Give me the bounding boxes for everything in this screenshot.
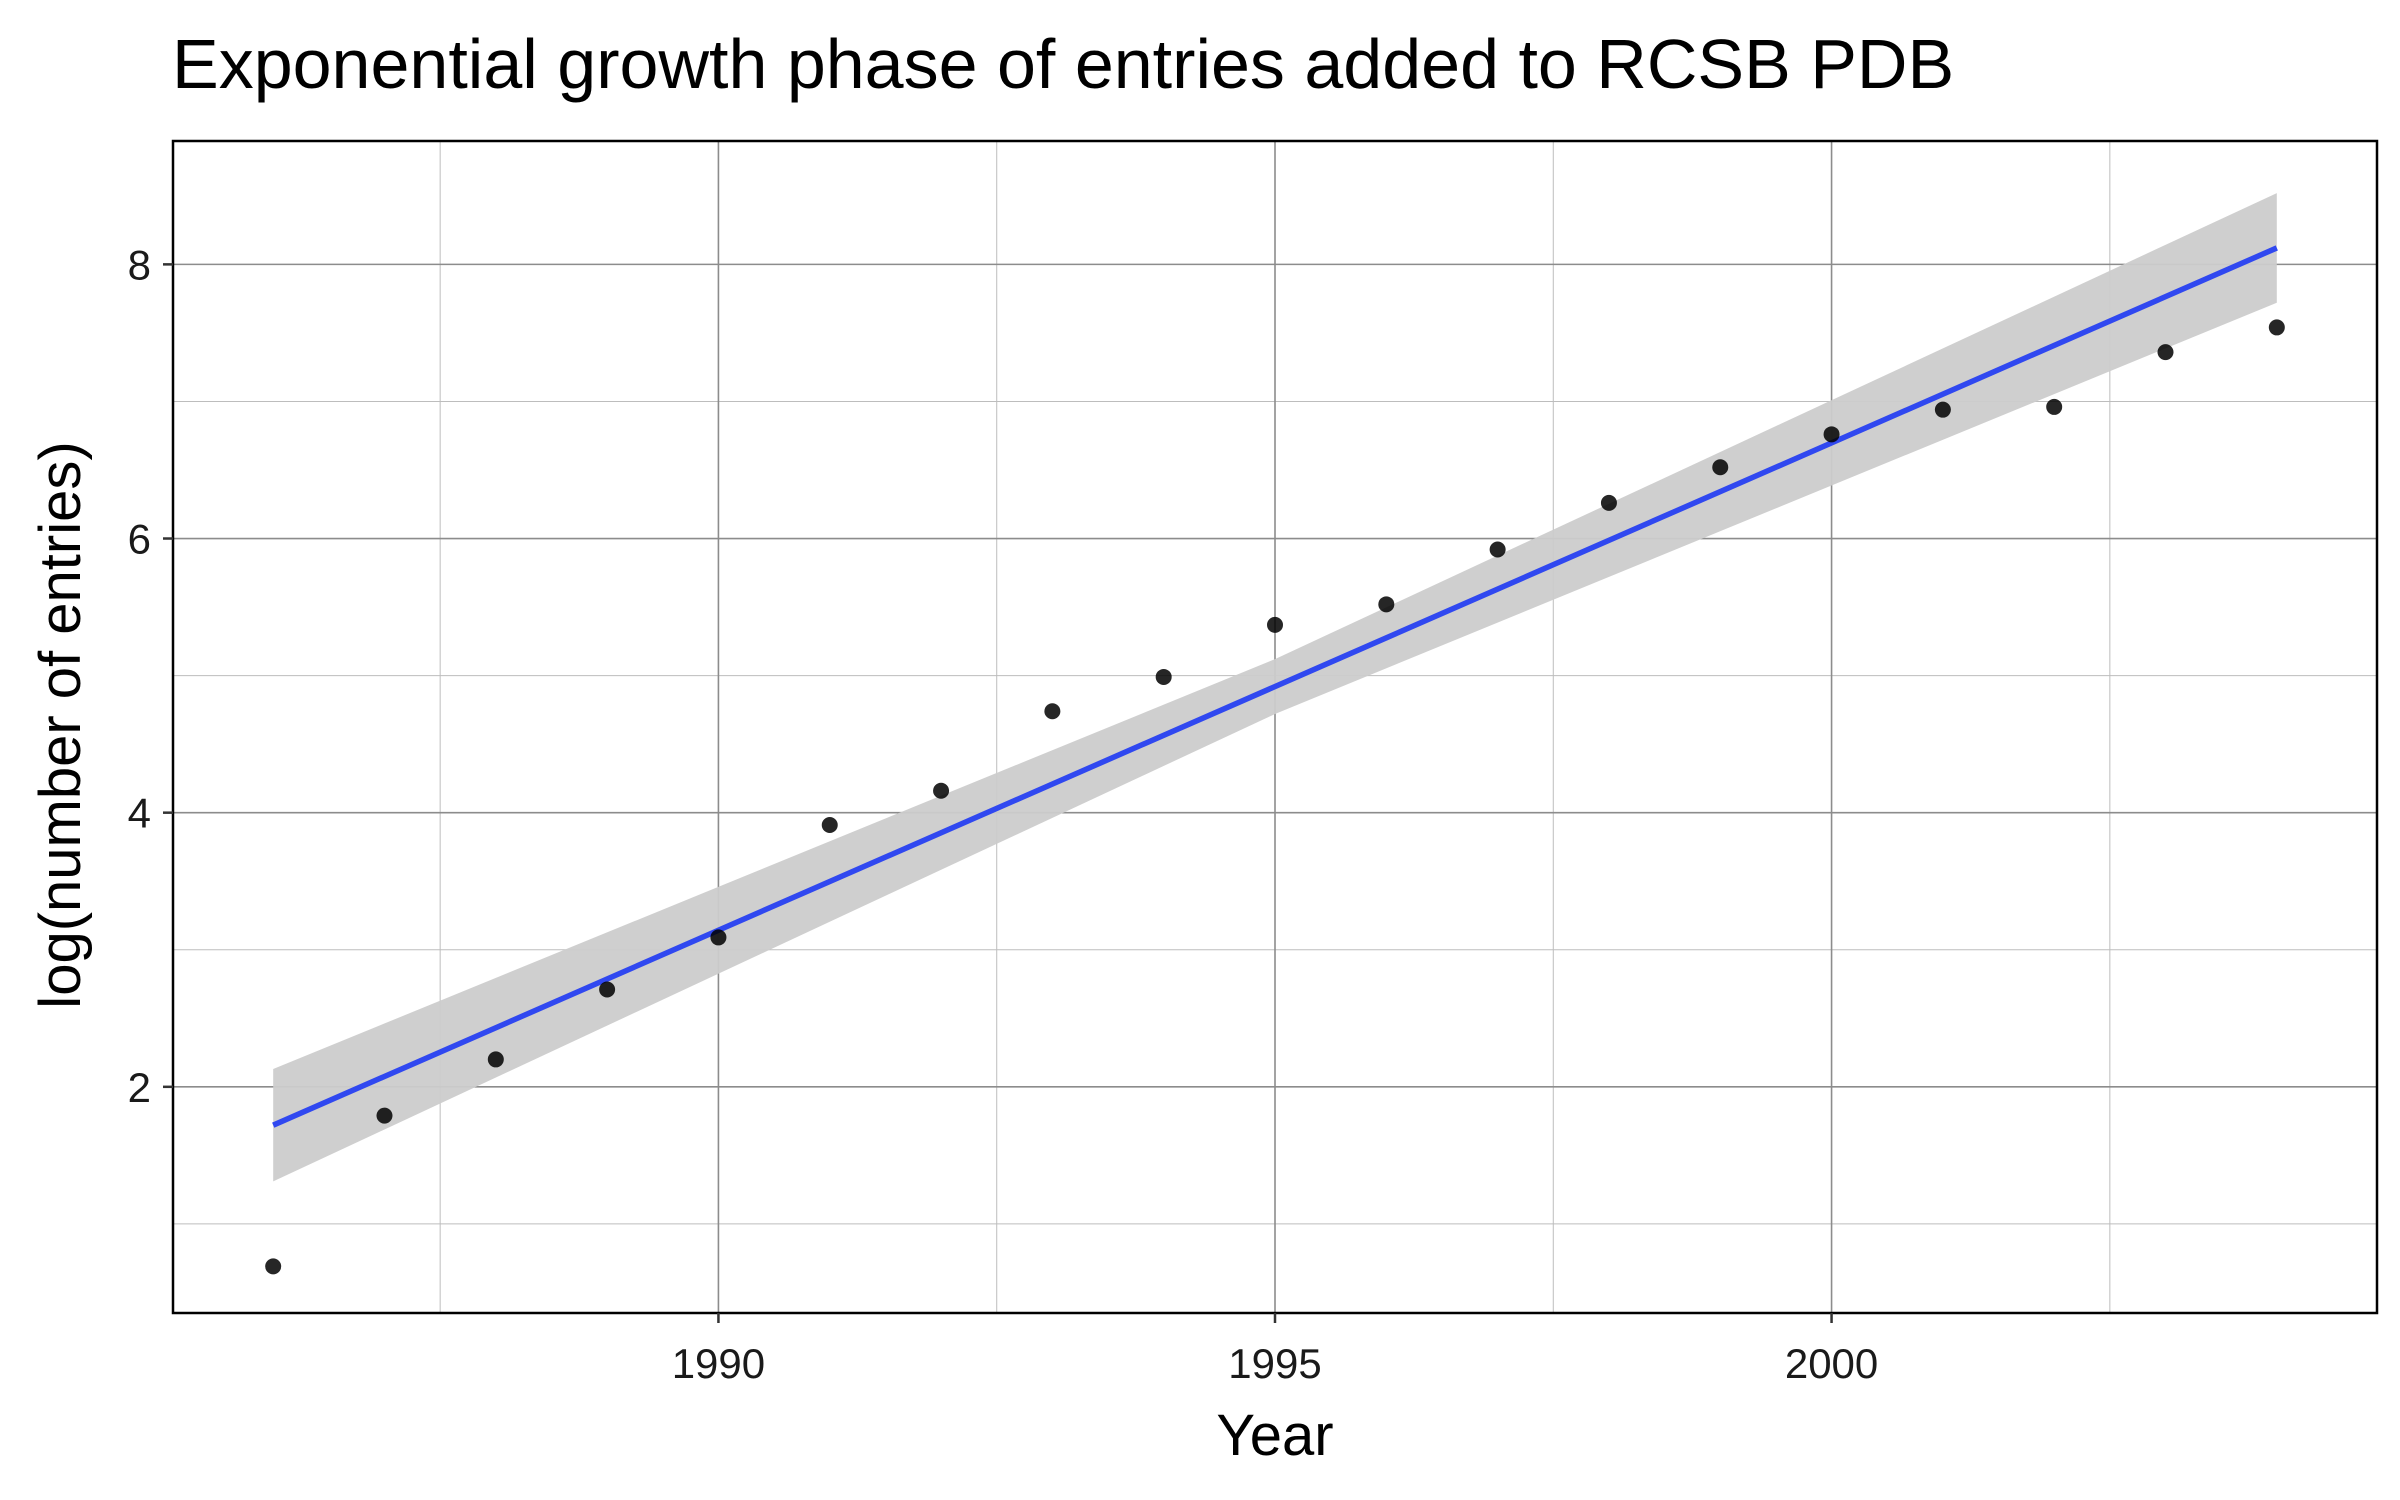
x-tick-label: 2000	[1785, 1340, 1878, 1387]
data-point	[599, 981, 616, 998]
y-tick-label: 2	[128, 1064, 151, 1111]
data-point	[2046, 398, 2063, 415]
y-tick-label: 4	[128, 790, 151, 837]
data-point	[2268, 319, 2285, 336]
x-tick-label: 1990	[672, 1340, 765, 1387]
data-point	[933, 782, 950, 799]
data-point	[1155, 668, 1172, 685]
x-axis-ticks: 1990 1995 2000	[672, 1313, 1878, 1387]
x-axis-label: Year	[1216, 1403, 1333, 1468]
y-tick-label: 6	[128, 516, 151, 563]
data-point	[1600, 494, 1617, 511]
data-point	[821, 817, 838, 834]
points-layer	[265, 319, 2285, 1275]
data-point	[1044, 703, 1061, 720]
y-axis-ticks: 2 4 6 8	[128, 241, 173, 1111]
major-gridlines	[173, 141, 2377, 1313]
data-point	[1934, 401, 1951, 418]
data-point	[376, 1107, 393, 1124]
data-point	[710, 929, 727, 946]
data-point	[487, 1051, 504, 1068]
data-point	[1378, 596, 1395, 613]
y-tick-label: 8	[128, 241, 151, 288]
data-point	[1823, 426, 1840, 443]
data-point	[265, 1258, 282, 1275]
y-axis-label: log(number of entries)	[28, 441, 93, 1008]
data-point	[2157, 344, 2174, 361]
data-point	[1489, 541, 1506, 558]
x-tick-label: 1995	[1228, 1340, 1321, 1387]
fit-line-layer	[272, 245, 2278, 1128]
data-point	[1267, 616, 1283, 633]
fit-line	[272, 245, 2278, 1128]
data-point	[1712, 459, 1729, 476]
chart-title: Exponential growth phase of entries adde…	[172, 25, 1955, 103]
